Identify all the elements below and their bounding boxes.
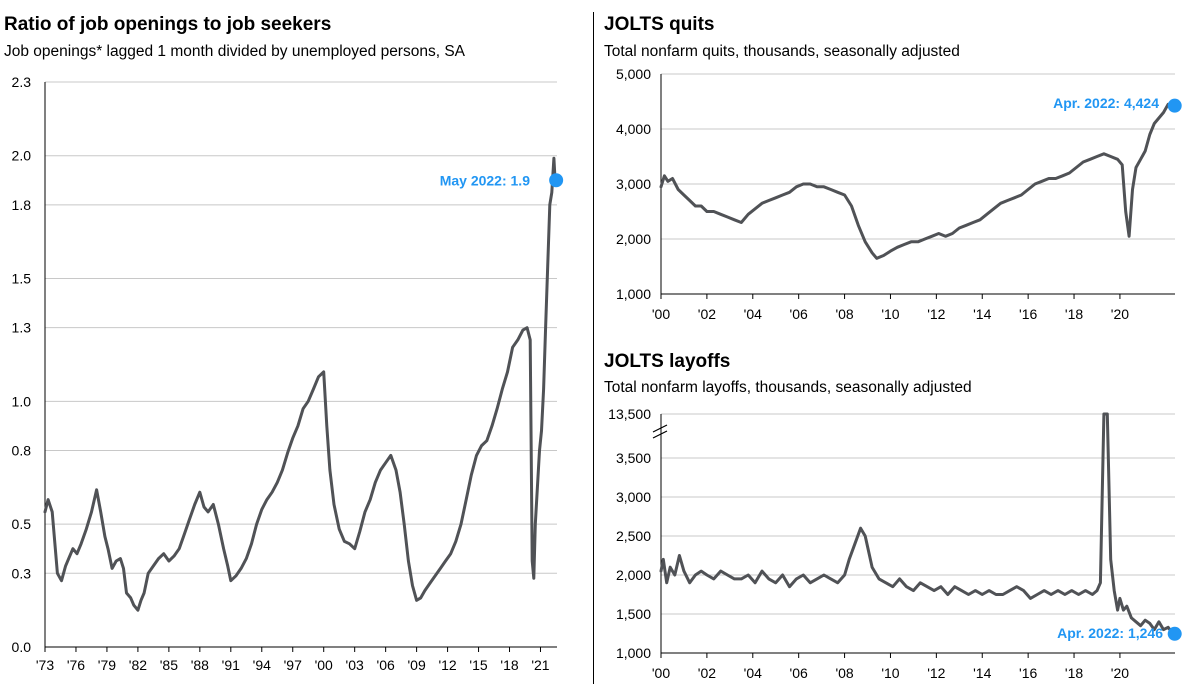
quits-chart-subtitle: Total nonfarm quits, thousands, seasonal… xyxy=(604,43,960,60)
ratio-x-tick-label: '97 xyxy=(284,657,302,673)
quits-x-tick-label: '00 xyxy=(652,306,670,322)
quits-x-tick-label: '18 xyxy=(1065,306,1083,322)
ratio-x-tick-label: '06 xyxy=(377,657,395,673)
quits-y-tick-label: 5,000 xyxy=(616,66,651,82)
ratio-x-tick-label: '09 xyxy=(407,657,425,673)
ratio-x-tick-label: '73 xyxy=(36,657,54,673)
layoffs-y-tick-label: 3,000 xyxy=(616,489,651,505)
quits-y-tick-label: 2,000 xyxy=(616,231,651,247)
ratio-y-tick-label: 1.3 xyxy=(12,320,32,336)
ratio-x-tick-label: '76 xyxy=(67,657,85,673)
quits-x-tick-label: '14 xyxy=(973,306,991,322)
ratio-y-tick-label: 1.5 xyxy=(12,271,32,287)
ratio-x-tick-label: '85 xyxy=(160,657,178,673)
quits-x-tick-label: '04 xyxy=(744,306,762,322)
quits-x-tick-label: '20 xyxy=(1111,306,1129,322)
ratio-x-tick-label: '03 xyxy=(346,657,364,673)
ratio-x-tick-label: '82 xyxy=(129,657,147,673)
ratio-y-tick-label: 0.8 xyxy=(12,442,32,458)
ratio-y-tick-label: 0.3 xyxy=(12,565,32,581)
layoffs-y-tick-label: 1,500 xyxy=(616,606,651,622)
ratio-x-tick-label: '79 xyxy=(98,657,116,673)
ratio-x-tick-label: '18 xyxy=(500,657,518,673)
quits-y-tick-label: 1,000 xyxy=(616,286,651,302)
layoffs-x-tick-label: '08 xyxy=(835,665,853,681)
quits-endpoint-marker xyxy=(1167,98,1182,113)
quits-y-tick-label: 4,000 xyxy=(616,121,651,137)
layoffs-x-tick-label: '06 xyxy=(790,665,808,681)
layoffs-x-tick-label: '14 xyxy=(973,665,991,681)
ratio-series-line xyxy=(43,156,557,612)
layoffs-x-tick-label: '12 xyxy=(927,665,945,681)
quits-x-tick-label: '06 xyxy=(790,306,808,322)
ratio-y-tick-label: 0.5 xyxy=(12,516,32,532)
layoffs-callout-label: Apr. 2022: 1,246 xyxy=(1057,625,1163,641)
quits-x-tick-label: '02 xyxy=(698,306,716,322)
ratio-endpoint-marker xyxy=(549,173,564,188)
layoffs-endpoint-marker xyxy=(1167,626,1182,641)
layoffs-x-tick-label: '00 xyxy=(652,665,670,681)
ratio-x-tick-label: '00 xyxy=(315,657,333,673)
ratio-chart-subtitle: Job openings* lagged 1 month divided by … xyxy=(4,43,466,60)
quits-chart-title: JOLTS quits xyxy=(604,14,715,35)
layoffs-axis-break-mark xyxy=(652,430,668,439)
ratio-x-tick-label: '12 xyxy=(438,657,456,673)
quits-y-tick-label: 3,000 xyxy=(616,176,651,192)
ratio-y-tick-label: 2.3 xyxy=(12,74,32,90)
layoffs-y-tick-label: 2,000 xyxy=(616,567,651,583)
ratio-y-tick-label: 1.8 xyxy=(12,197,32,213)
ratio-callout-label: May 2022: 1.9 xyxy=(440,172,530,188)
ratio-x-tick-label: '88 xyxy=(191,657,209,673)
ratio-y-tick-label: 2.0 xyxy=(12,148,32,164)
ratio-y-tick-label: 1.0 xyxy=(12,393,32,409)
layoffs-x-tick-label: '16 xyxy=(1019,665,1037,681)
layoffs-x-tick-label: '20 xyxy=(1111,665,1129,681)
layoffs-chart-subtitle: Total nonfarm layoffs, thousands, season… xyxy=(604,379,972,396)
layoffs-x-tick-label: '18 xyxy=(1065,665,1083,681)
layoffs-x-tick-label: '04 xyxy=(744,665,762,681)
ratio-x-tick-label: '91 xyxy=(222,657,240,673)
layoffs-axis-break-mark xyxy=(652,424,668,433)
quits-series-line xyxy=(659,102,1175,260)
layoffs-y-tick-label: 2,500 xyxy=(616,528,651,544)
layoffs-y-tick-label: 1,000 xyxy=(616,645,651,661)
layoffs-x-tick-label: '10 xyxy=(881,665,899,681)
layoffs-chart-title: JOLTS layoffs xyxy=(604,351,731,372)
ratio-y-tick-label: 0.0 xyxy=(12,639,32,655)
panel-divider xyxy=(593,12,594,684)
layoffs-y-tick-label: 13,500 xyxy=(608,406,651,422)
quits-callout-label: Apr. 2022: 4,424 xyxy=(1053,95,1159,111)
ratio-x-tick-label: '21 xyxy=(531,657,549,673)
layoffs-series-line xyxy=(659,412,1175,636)
quits-x-tick-label: '08 xyxy=(835,306,853,322)
ratio-x-tick-label: '15 xyxy=(469,657,487,673)
quits-x-tick-label: '16 xyxy=(1019,306,1037,322)
quits-x-tick-label: '10 xyxy=(881,306,899,322)
layoffs-x-tick-label: '02 xyxy=(698,665,716,681)
ratio-x-tick-label: '94 xyxy=(253,657,271,673)
ratio-chart-title: Ratio of job openings to job seekers xyxy=(4,14,332,35)
layoffs-y-tick-label: 3,500 xyxy=(616,450,651,466)
quits-x-tick-label: '12 xyxy=(927,306,945,322)
